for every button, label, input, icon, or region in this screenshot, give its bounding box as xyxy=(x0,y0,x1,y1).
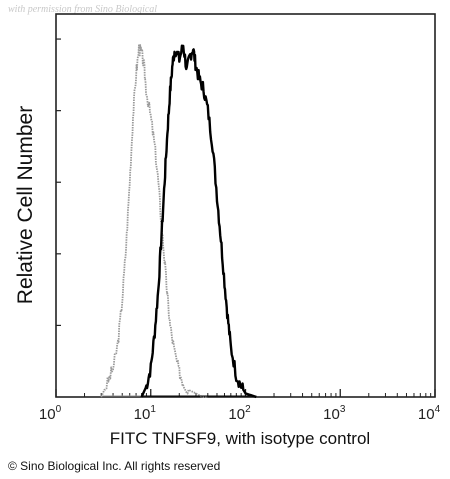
plot-frame xyxy=(55,13,436,398)
copyright-notice: © Sino Biological Inc. All rights reserv… xyxy=(8,459,221,473)
x-tick-label-exponent: 3 xyxy=(340,404,346,415)
sample-histogram-line xyxy=(140,44,257,399)
watermark: with permission from Sino Biological xyxy=(8,4,158,15)
x-tick-label-exponent: 0 xyxy=(56,404,62,415)
y-axis-ticks xyxy=(56,38,61,327)
x-tick-label-base: 10 xyxy=(134,406,151,423)
x-tick-label-base: 10 xyxy=(228,406,245,423)
x-tick-label-base: 10 xyxy=(418,406,435,423)
x-axis-ticks: 100 101 102 103 104 xyxy=(39,389,441,423)
x-axis-label: FITC TNFSF9, with isotype control xyxy=(110,429,370,448)
x-tick-label: 104 xyxy=(418,404,441,423)
x-tick-label: 102 xyxy=(228,404,251,423)
x-tick-label-exponent: 2 xyxy=(245,404,251,415)
x-tick-label: 100 xyxy=(39,404,62,423)
x-tick-label: 101 xyxy=(134,404,157,423)
x-tick-label-base: 10 xyxy=(323,406,340,423)
y-axis-label: Relative Cell Number xyxy=(14,106,37,304)
x-tick-label-base: 10 xyxy=(39,406,56,423)
x-tick-label-exponent: 1 xyxy=(150,404,156,415)
x-tick-label-exponent: 4 xyxy=(435,404,441,415)
series-layer xyxy=(100,44,257,399)
isotype-histogram-line xyxy=(100,44,208,398)
x-tick-label: 103 xyxy=(323,404,346,423)
